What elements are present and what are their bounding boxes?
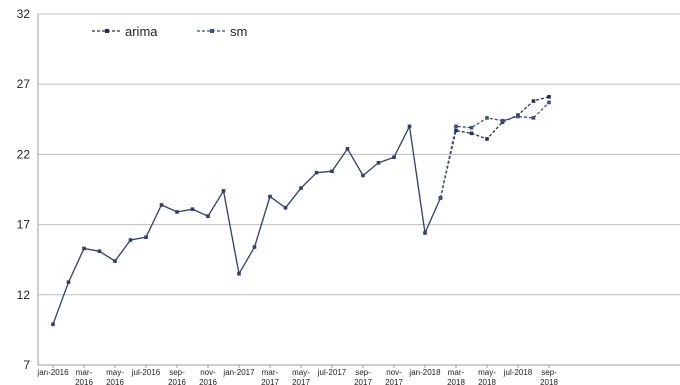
- legend-label: arima: [125, 24, 158, 39]
- data-point-actual: [221, 189, 226, 193]
- x-tick-label: 2016: [106, 378, 124, 385]
- series-line-sm: [439, 102, 550, 199]
- x-tick-label: 2016: [75, 378, 93, 385]
- x-tick-label: sep-: [355, 368, 371, 377]
- data-point-sm: [516, 114, 520, 119]
- x-tick-label: 2017: [354, 378, 372, 385]
- x-tick-label: mar-: [76, 368, 93, 377]
- x-tick-label: may-: [292, 368, 310, 377]
- x-tick-label: mar-: [262, 368, 279, 377]
- series-actual: [51, 124, 443, 327]
- data-point-actual: [113, 259, 117, 263]
- data-point-arima: [469, 131, 474, 136]
- x-tick-label: sep-: [541, 368, 557, 377]
- data-point-arima: [454, 128, 458, 133]
- series-arima: [438, 95, 551, 200]
- data-point-actual: [237, 271, 241, 276]
- x-tick-label: jan-2017: [222, 368, 255, 377]
- data-point-actual: [314, 170, 319, 175]
- y-tick-label: 12: [17, 288, 31, 302]
- data-point-actual: [66, 280, 71, 284]
- data-point-actual: [144, 235, 148, 240]
- y-tick-label: 7: [23, 358, 30, 372]
- series-line-actual: [52, 124, 442, 325]
- data-point-actual: [128, 238, 133, 242]
- x-tick-label: jan-2018: [408, 368, 441, 377]
- data-point-actual: [392, 155, 396, 160]
- y-tick-label: 32: [17, 7, 31, 21]
- x-tick-label: 2017: [261, 378, 279, 385]
- gridlines: [38, 13, 680, 366]
- data-point-actual: [82, 246, 86, 251]
- data-point-sm: [547, 100, 551, 105]
- y-axis: 7 12 17 22 27 32: [17, 7, 39, 372]
- legend: arima sm: [92, 24, 247, 39]
- x-tick-label: 2018: [478, 378, 496, 385]
- x-tick-label: 2016: [199, 378, 217, 385]
- data-point-arima: [547, 95, 551, 99]
- data-point-actual: [175, 210, 179, 214]
- legend-item-arima: arima: [92, 24, 158, 39]
- legend-item-sm: sm: [197, 24, 247, 39]
- data-point-actual: [283, 205, 288, 210]
- legend-swatch-marker: [210, 29, 214, 33]
- data-point-arima: [531, 99, 536, 103]
- legend-label: sm: [230, 24, 247, 39]
- data-point-actual: [206, 214, 210, 218]
- data-point-actual: [423, 231, 427, 235]
- series-layer: [51, 95, 551, 327]
- data-point-actual: [252, 245, 257, 249]
- data-point-sm: [500, 118, 505, 123]
- data-point-sm: [438, 196, 443, 200]
- x-tick-label: 2016: [168, 378, 186, 385]
- data-point-actual: [190, 207, 195, 211]
- data-point-actual: [97, 249, 102, 254]
- x-tick-label: may-: [478, 368, 496, 377]
- x-tick-label: jan-2016: [36, 368, 69, 377]
- x-tick-label: jul-2017: [317, 368, 347, 377]
- x-tick-label: may-: [106, 368, 124, 377]
- x-tick-label: nov-: [200, 368, 216, 377]
- data-point-sm: [454, 124, 458, 129]
- x-tick-label: jul-2016: [131, 368, 161, 377]
- x-tick-label: 2018: [447, 378, 465, 385]
- data-point-actual: [361, 173, 365, 178]
- x-tick-label: jul-2018: [503, 368, 533, 377]
- data-point-actual: [268, 194, 272, 199]
- data-point-sm: [469, 125, 474, 130]
- x-tick-label: 2017: [385, 378, 403, 385]
- legend-swatch-marker: [105, 29, 109, 33]
- series-line-arima: [439, 96, 550, 199]
- x-tick-label: nov-: [386, 368, 402, 377]
- y-tick-label: 22: [17, 147, 31, 161]
- data-point-actual: [159, 203, 164, 207]
- x-tick-label: 2017: [292, 378, 310, 385]
- data-point-arima: [485, 137, 489, 141]
- x-tick-label: mar-: [448, 368, 465, 377]
- x-tick-label: sep-: [169, 368, 185, 377]
- data-point-actual: [330, 169, 334, 174]
- data-point-sm: [531, 116, 536, 120]
- data-point-actual: [299, 186, 303, 190]
- y-tick-label: 27: [17, 77, 31, 91]
- data-point-actual: [376, 161, 381, 165]
- data-point-sm: [485, 116, 489, 120]
- series-sm: [438, 100, 551, 200]
- data-point-actual: [345, 146, 350, 151]
- y-tick-label: 17: [17, 218, 31, 232]
- data-point-actual: [51, 322, 55, 327]
- x-tick-label: 2018: [540, 378, 558, 385]
- data-point-actual: [407, 124, 412, 129]
